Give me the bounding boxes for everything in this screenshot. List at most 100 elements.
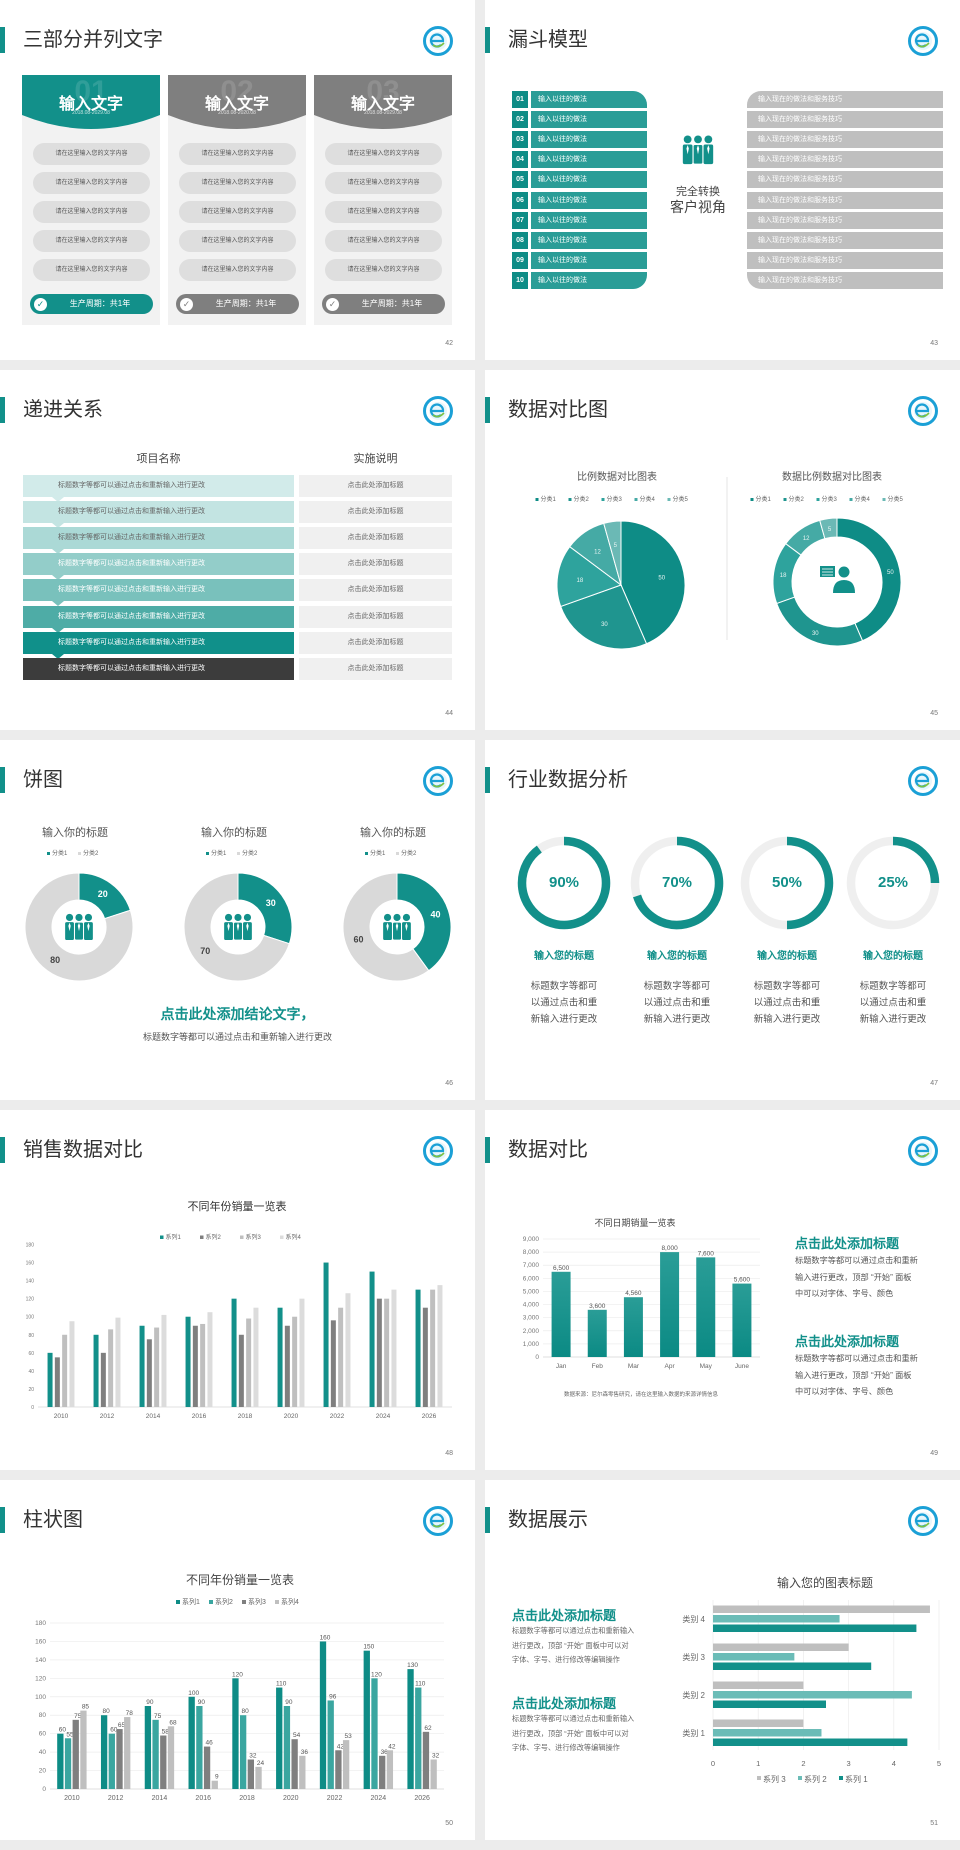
- legend-item: 分类1: [47, 849, 68, 857]
- legend-swatch: [634, 498, 638, 501]
- card-footer-label: 生产周期：共1年: [69, 299, 131, 308]
- slide-47[interactable]: 行业数据分析 47 90% 输入您的标题 标题数字等都可 以通过点击和重 新输入进行更改 70…: [485, 740, 960, 1100]
- bar-系列1-2026: [415, 1289, 421, 1407]
- block-text: 输入进行更改，顶部 “开始” 面板: [795, 1272, 912, 1282]
- slide-50[interactable]: 柱状图 50 不同年份销量一览表 系列1 系列2 系列3 系列4 0 20 40 60 80 100 12…: [0, 1480, 475, 1840]
- legend-item: 分类2: [237, 849, 258, 857]
- y-category-label: 类别 1: [682, 1728, 705, 1738]
- legend-item: 分类2: [783, 495, 805, 503]
- legend-item: 系列 2: [798, 1774, 827, 1784]
- step-note: 点击此处添加标题: [299, 475, 452, 497]
- data-label: 90: [285, 1699, 293, 1706]
- logo-icon: [908, 396, 938, 426]
- pie-slice-分类2: [560, 584, 648, 650]
- bar-系列1-2016: [188, 1696, 195, 1789]
- step-note: 点击此处添加标题: [299, 657, 452, 680]
- x-tick-label: Mar: [628, 1363, 640, 1370]
- card-footer-badge: ✓ 生产周期：共1年: [322, 294, 445, 314]
- x-tick-label: 2024: [376, 1413, 391, 1420]
- slide-49[interactable]: 数据对比 49 不同日期销量一览表 0 1,000 2,000 3,000 4,000 5,00…: [485, 1110, 960, 1470]
- item-description: 标题数字等都可: [531, 980, 598, 992]
- bar-系列4-2026: [430, 1759, 437, 1789]
- item-heading: 输入您的标题: [647, 949, 708, 962]
- bar-系列2-2010: [54, 1357, 60, 1407]
- slide-42[interactable]: 三部分并列文字 42 01 输入文字 2018.08-2029.08 请在这里输入您的文字…: [0, 0, 475, 360]
- new-practice-item: 输入现在的做法和服务技巧: [747, 91, 943, 108]
- new-practice-item: 输入现在的做法和服务技巧: [747, 191, 943, 209]
- data-label: 100: [188, 1690, 199, 1697]
- percent-label: 90%: [549, 874, 579, 891]
- bar-系列1-2016: [185, 1316, 191, 1407]
- legend-item: 分类1: [535, 495, 557, 503]
- new-practice-item: 输入现在的做法和服务技巧: [747, 271, 943, 289]
- bar-系列1-2010: [57, 1733, 64, 1789]
- bar-系列1-2022: [319, 1641, 327, 1789]
- legend-label: 系列 1: [845, 1774, 868, 1784]
- step-number: 01: [512, 91, 528, 108]
- bar-系列 1-类别 3: [713, 1662, 872, 1670]
- conclusion-heading: 点击此处添加结论文字，: [160, 1006, 315, 1022]
- slide-45[interactable]: 数据对比图 45 比例数据对比图表 数据比例数据对比图表 分类1 分类2 分类3 分类4 分类5…: [485, 370, 960, 730]
- slide-51[interactable]: 数据展示 51 输入您的图表标题 0 1 2 3 4 5 类别 1 类别 2 类别 3 类别 4 系列 3…: [485, 1480, 960, 1840]
- y-tick-label: 6,000: [523, 1275, 540, 1282]
- pie-slice-分类1: [237, 872, 293, 945]
- bar-系列2-2022: [330, 1320, 336, 1407]
- progression-step: 标题数字等都可以通过点击和重新输入进行更改: [23, 475, 294, 497]
- slide-46[interactable]: 饼图 46 输入你的标题 分类1 分类2 20 80 输入你的标题 分类1 分类2 30 70 输入你的…: [0, 740, 475, 1100]
- step-number: 05: [512, 171, 528, 189]
- slide-44[interactable]: 递进关系 44 项目名称 实施说明 标题数字等都可以通过点击和重新输入进行更改 点击此处添…: [0, 370, 475, 730]
- bar-系列3-2018: [247, 1759, 254, 1789]
- center-label-line1: 完全转换: [676, 186, 720, 198]
- bar-系列1-2026: [407, 1669, 414, 1789]
- old-practice-item: 输入以往的做法: [531, 191, 647, 209]
- item-description: 以通过点击和重: [644, 997, 711, 1009]
- item-description: 标题数字等都可: [644, 980, 711, 992]
- step-note: 点击此处添加标题: [299, 605, 452, 628]
- bar-系列4-2010: [69, 1321, 75, 1407]
- slide-43[interactable]: 漏斗模型 43 01 输入以往的做法 输入现在的做法和服务技巧 02 输入以往的做法 输入现在…: [485, 0, 960, 360]
- legend-label: 分类2: [574, 495, 590, 503]
- block-heading: 点击此处添加标题: [795, 1236, 900, 1251]
- card-item: 请在这里输入您的文字内容: [33, 230, 150, 252]
- check-circle-icon: ✓: [34, 297, 47, 311]
- people-group-icon: [224, 913, 252, 941]
- bar-系列3-2022: [338, 1307, 344, 1407]
- slide-48[interactable]: 销售数据对比 48 不同年份销量一览表 系列1 系列2 系列3 系列4 0 20 40 60 80 10…: [0, 1110, 475, 1470]
- legend-swatch: [568, 498, 572, 501]
- data-label: 24: [257, 1760, 265, 1767]
- card-header-shape: [168, 75, 306, 129]
- legend-swatch: [839, 1776, 843, 1780]
- legend-item: 分类3: [601, 495, 623, 503]
- data-label: 90: [146, 1699, 154, 1706]
- chart-title: 不同年份销量一览表: [188, 1199, 287, 1213]
- card-number-watermark: 03: [366, 75, 400, 108]
- step-note: 点击此处添加标题: [299, 501, 452, 524]
- step-number: 08: [512, 231, 528, 249]
- card-number-watermark: 02: [220, 75, 254, 108]
- progression-step: 标题数字等都可以通过点击和重新输入进行更改: [23, 579, 294, 602]
- bar-系列4-2024: [386, 1750, 394, 1789]
- y-tick-label: 3,000: [523, 1315, 540, 1322]
- data-label: 62: [424, 1725, 432, 1732]
- item-heading: 输入您的标题: [757, 949, 818, 962]
- data-label: 5: [828, 527, 832, 533]
- legend-label: 分类1: [211, 849, 227, 857]
- item-description: 新输入进行更改: [860, 1013, 927, 1025]
- y-tick-label: 40: [28, 1369, 34, 1375]
- data-label: 18: [577, 578, 584, 584]
- page-number: 43: [930, 340, 938, 347]
- legend-label: 分类4: [855, 495, 871, 503]
- data-label: 3,600: [589, 1303, 606, 1310]
- bar-series-May: [696, 1257, 716, 1357]
- legend-swatch: [757, 1776, 761, 1780]
- y-tick-label: 20: [39, 1768, 47, 1775]
- bar-系列2-2014: [152, 1719, 159, 1789]
- bar-系列3-2010: [62, 1334, 68, 1407]
- y-category-label: 类别 3: [682, 1652, 705, 1662]
- bar-系列 3-类别 4: [713, 1605, 930, 1613]
- item-description: 以通过点击和重: [860, 997, 927, 1009]
- x-tick-label: 2026: [422, 1413, 437, 1420]
- data-label: 53: [344, 1733, 352, 1740]
- old-practice-item: 输入以往的做法: [531, 151, 647, 169]
- logo-icon: [423, 1136, 453, 1166]
